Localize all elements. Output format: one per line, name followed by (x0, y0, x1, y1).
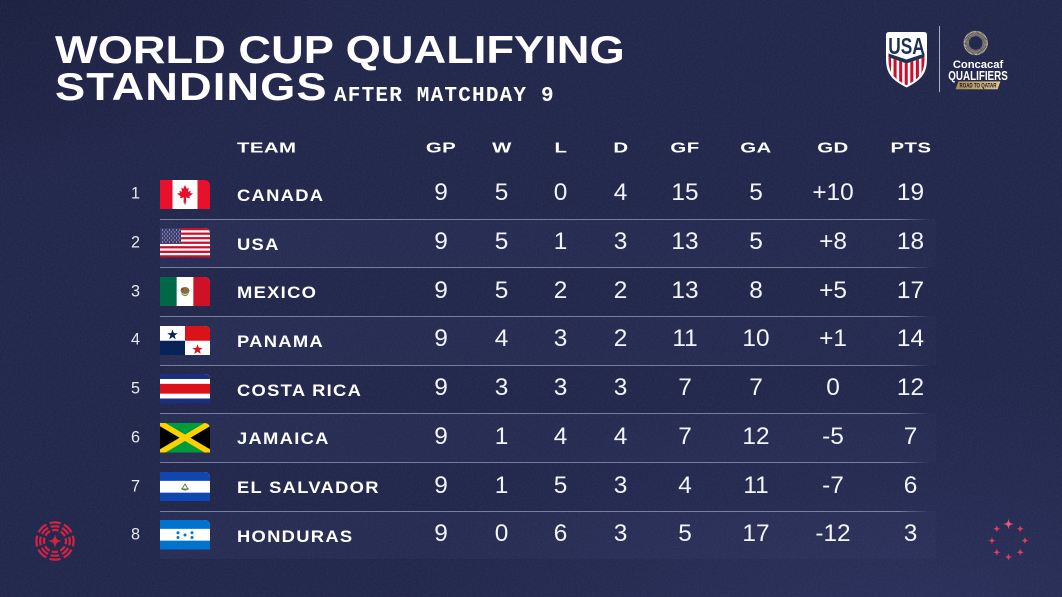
svg-text:ROAD TO QATAR: ROAD TO QATAR (960, 82, 997, 89)
svg-text:USA: USA (888, 33, 925, 59)
